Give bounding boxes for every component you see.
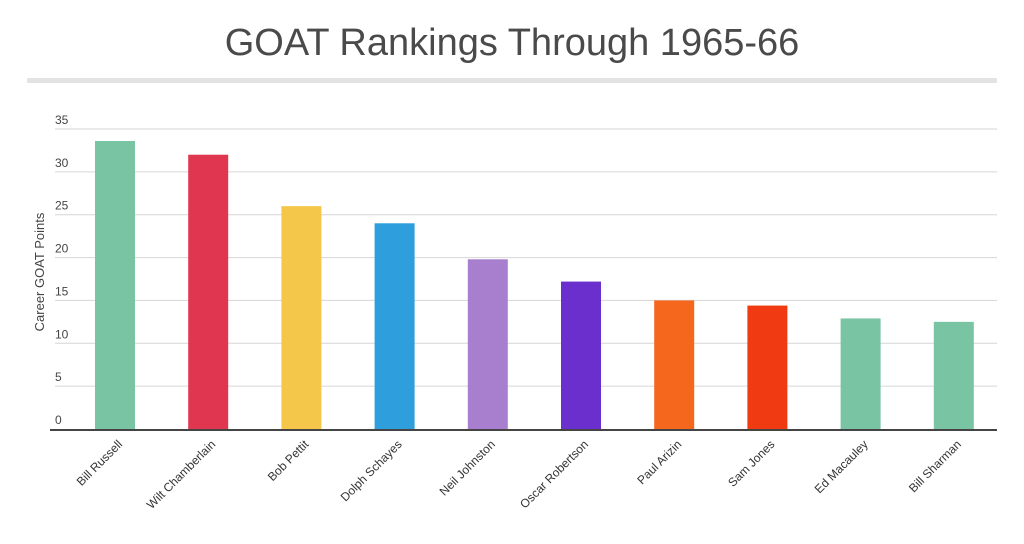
bar [281,206,322,429]
x-tick-label: Bill Sharman [906,437,964,495]
bar [840,318,881,429]
bar [561,281,601,429]
bar [654,300,695,429]
x-tick-label: Sam Jones [725,437,777,489]
bar [467,259,508,429]
y-tick-label: 35 [55,113,69,127]
x-tick-label: Bill Russell [74,437,125,488]
y-tick-label: 30 [55,156,69,170]
bar [747,305,788,429]
x-tick-label: Neil Johnston [437,437,498,498]
chart-title: GOAT Rankings Through 1965-66 [224,22,800,64]
y-tick-label: 10 [55,327,69,341]
x-tick-label: Wilt Chamberlain [144,437,219,512]
bar [933,321,974,429]
x-tick-label: Bob Pettit [265,437,312,484]
title-divider [27,78,997,83]
y-axis-label: Career GOAT Points [32,212,47,331]
x-tick-label: Paul Arizin [634,437,684,487]
x-tick-label: Oscar Robertson [517,437,591,511]
x-tick-label: Ed Macauley [812,437,871,496]
bar [95,141,135,429]
y-tick-label: 20 [55,242,69,256]
bar [188,154,229,429]
y-tick-label: 0 [55,413,62,427]
x-tick-label: Dolph Schayes [338,437,405,504]
y-tick-label: 5 [55,370,62,384]
y-tick-label: 25 [55,199,69,213]
bar [374,223,415,429]
y-tick-label: 15 [55,284,69,298]
